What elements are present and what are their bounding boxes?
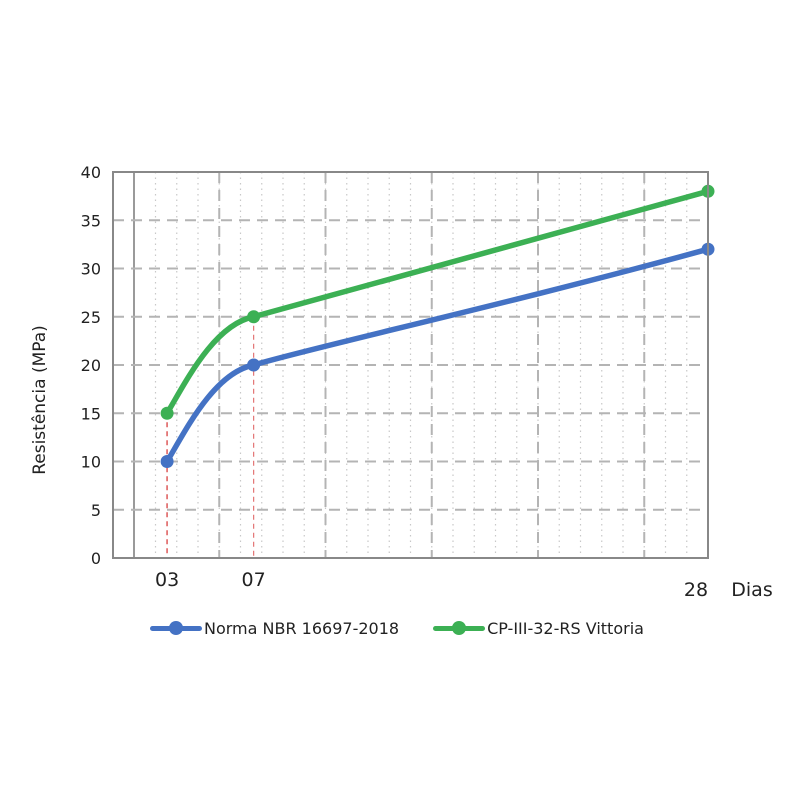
x-axis-label: Dias xyxy=(731,579,772,601)
legend-swatch-series-2 xyxy=(433,616,486,640)
legend-swatch-series-1 xyxy=(150,616,202,640)
y-tick-label: 20 xyxy=(81,356,101,375)
legend-item-series-1: Norma NBR 16697-2018 xyxy=(150,616,399,640)
legend: Norma NBR 16697-2018 CP-III-32-RS Vittor… xyxy=(150,616,678,640)
series-line-1 xyxy=(164,246,711,465)
legend-label-series-1: Norma NBR 16697-2018 xyxy=(204,618,400,638)
series-line-2 xyxy=(164,188,711,416)
x-tick-label: 07 xyxy=(242,569,266,591)
x-tick-label: 03 xyxy=(155,569,179,591)
y-axis-label: Resistência (MPa) xyxy=(30,325,50,475)
plot-frame xyxy=(112,171,709,559)
data-point-series-1 xyxy=(160,455,174,468)
y-tick-label: 40 xyxy=(81,163,101,182)
x-tick-labels: 03 07 28 xyxy=(155,569,708,601)
y-tick-label: 0 xyxy=(91,549,101,568)
legend-label-series-2: CP-III-32-RS Vittoria xyxy=(487,618,644,638)
y-tick-label: 15 xyxy=(81,404,101,423)
reference-lines xyxy=(166,316,255,558)
data-point-series-2 xyxy=(247,310,261,324)
series-layer xyxy=(160,184,715,468)
data-point-series-2 xyxy=(160,406,174,420)
data-point-series-1 xyxy=(247,358,261,372)
y-tick-label: 10 xyxy=(81,453,101,472)
grid xyxy=(113,172,708,558)
x-tick-label: 28 xyxy=(684,579,708,601)
legend-item-series-2: CP-III-32-RS Vittoria xyxy=(433,616,644,640)
y-tick-label: 5 xyxy=(91,501,101,520)
y-tick-label: 35 xyxy=(81,211,101,230)
y-tick-labels: 0 5 10 15 20 25 30 35 40 xyxy=(81,163,101,568)
y-tick-label: 30 xyxy=(81,260,101,279)
y-tick-label: 25 xyxy=(81,308,101,327)
